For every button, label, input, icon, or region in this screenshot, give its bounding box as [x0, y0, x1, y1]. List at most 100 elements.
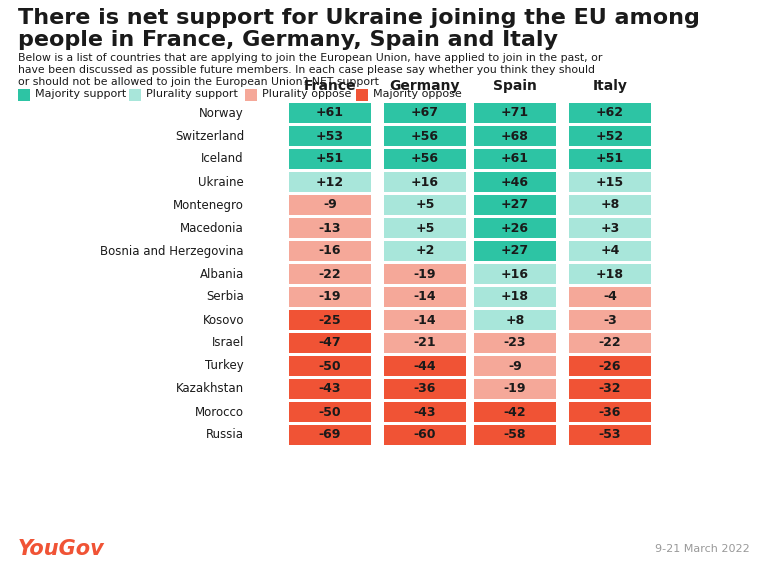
Text: 9-21 March 2022: 9-21 March 2022 — [655, 544, 750, 554]
Text: +8: +8 — [601, 198, 620, 211]
Text: Majority support: Majority support — [35, 89, 126, 99]
Text: +5: +5 — [415, 198, 435, 211]
Text: have been discussed as possible future members. In each case please say whether : have been discussed as possible future m… — [18, 65, 595, 75]
Bar — [474, 126, 556, 146]
Bar — [384, 241, 466, 261]
Text: -9: -9 — [323, 198, 337, 211]
Text: -14: -14 — [414, 290, 436, 303]
Text: -42: -42 — [504, 406, 526, 419]
Text: -26: -26 — [599, 359, 621, 372]
Text: Below is a list of countries that are applying to join the European Union, have : Below is a list of countries that are ap… — [18, 53, 602, 63]
Text: -36: -36 — [414, 383, 436, 396]
Bar — [289, 264, 371, 284]
Bar — [18, 89, 30, 101]
Text: Bosnia and Herzegovina: Bosnia and Herzegovina — [101, 245, 244, 258]
Text: +53: +53 — [316, 129, 344, 142]
Text: -36: -36 — [599, 406, 621, 419]
Bar — [384, 402, 466, 422]
Bar — [569, 149, 651, 169]
Text: Turkey: Turkey — [205, 359, 244, 372]
Bar — [474, 218, 556, 238]
Text: +18: +18 — [501, 290, 529, 303]
Text: -3: -3 — [603, 314, 617, 327]
Text: +27: +27 — [501, 245, 529, 258]
Bar — [384, 356, 466, 376]
Text: Ukraine: Ukraine — [198, 176, 244, 189]
Text: -43: -43 — [414, 406, 436, 419]
Bar — [474, 333, 556, 353]
Text: +18: +18 — [596, 267, 624, 280]
Text: +68: +68 — [501, 129, 529, 142]
Bar — [289, 218, 371, 238]
Text: +56: +56 — [411, 129, 439, 142]
Bar — [474, 241, 556, 261]
Text: -9: -9 — [508, 359, 522, 372]
Text: +56: +56 — [411, 153, 439, 166]
Text: -19: -19 — [414, 267, 436, 280]
Text: people in France, Germany, Spain and Italy: people in France, Germany, Spain and Ita… — [18, 30, 558, 50]
Text: +27: +27 — [501, 198, 529, 211]
Text: -22: -22 — [599, 337, 621, 350]
Text: -32: -32 — [599, 383, 621, 396]
Bar — [289, 310, 371, 330]
Text: Albania: Albania — [200, 267, 244, 280]
Text: -58: -58 — [504, 428, 526, 441]
Bar — [569, 356, 651, 376]
Text: Montenegro: Montenegro — [173, 198, 244, 211]
Bar — [569, 103, 651, 123]
Text: -4: -4 — [603, 290, 617, 303]
Bar — [289, 149, 371, 169]
Bar — [569, 379, 651, 399]
Text: Israel: Israel — [212, 337, 244, 350]
Text: Norway: Norway — [199, 106, 244, 120]
Bar — [384, 310, 466, 330]
Bar — [569, 425, 651, 445]
Bar — [474, 379, 556, 399]
Text: -14: -14 — [414, 314, 436, 327]
Text: -53: -53 — [599, 428, 621, 441]
Bar — [569, 310, 651, 330]
Text: -69: -69 — [319, 428, 341, 441]
Bar — [474, 402, 556, 422]
Text: -44: -44 — [414, 359, 436, 372]
Bar — [289, 103, 371, 123]
Text: +51: +51 — [596, 153, 624, 166]
Text: -21: -21 — [414, 337, 436, 350]
Bar — [569, 264, 651, 284]
Bar — [569, 402, 651, 422]
Text: Kazakhstan: Kazakhstan — [176, 383, 244, 396]
Bar — [384, 379, 466, 399]
Text: Spain: Spain — [493, 79, 537, 93]
Bar — [474, 172, 556, 192]
Bar — [384, 195, 466, 215]
Text: Kosovo: Kosovo — [203, 314, 244, 327]
Bar — [356, 89, 368, 101]
Text: +52: +52 — [596, 129, 624, 142]
Bar — [569, 241, 651, 261]
Text: Plurality support: Plurality support — [146, 89, 238, 99]
Bar — [474, 264, 556, 284]
Bar — [289, 195, 371, 215]
Bar — [569, 172, 651, 192]
Text: Morocco: Morocco — [195, 406, 244, 419]
Text: or should not be allowed to join the European Union? NET support: or should not be allowed to join the Eur… — [18, 77, 379, 87]
Text: +3: +3 — [601, 221, 620, 234]
Text: -13: -13 — [319, 221, 341, 234]
Bar — [474, 310, 556, 330]
Text: -19: -19 — [319, 290, 341, 303]
Text: +51: +51 — [316, 153, 344, 166]
Bar — [384, 126, 466, 146]
Bar — [384, 333, 466, 353]
Bar — [129, 89, 141, 101]
Text: +16: +16 — [411, 176, 439, 189]
Text: Switzerland: Switzerland — [175, 129, 244, 142]
Bar — [569, 195, 651, 215]
Text: -16: -16 — [319, 245, 341, 258]
Bar — [289, 402, 371, 422]
Text: +16: +16 — [501, 267, 529, 280]
Bar — [384, 264, 466, 284]
Bar — [245, 89, 257, 101]
Bar — [384, 218, 466, 238]
Bar — [384, 172, 466, 192]
Text: France: France — [303, 79, 356, 93]
